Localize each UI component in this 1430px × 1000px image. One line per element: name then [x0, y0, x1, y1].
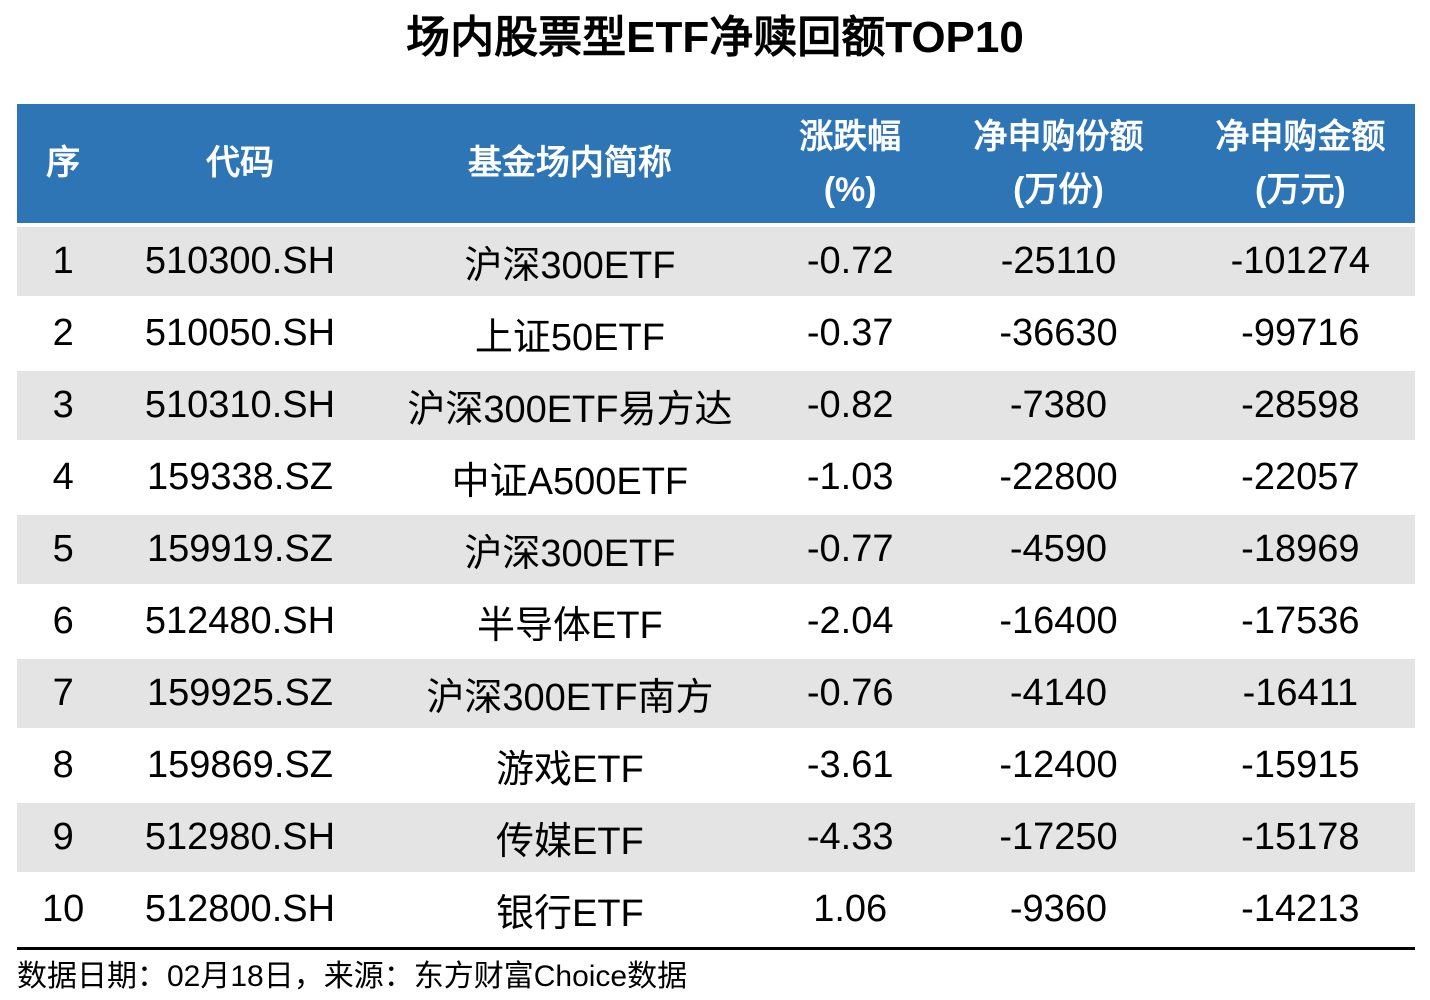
cell-seq: 3: [17, 369, 110, 443]
cell-net-amount: -18969: [1185, 513, 1415, 587]
column-header-label: 净申购份额: [973, 117, 1144, 156]
data-source-note: 数据日期：02月18日，来源：东方财富Choice数据: [17, 960, 688, 993]
cell-code: 512800.SH: [109, 873, 371, 947]
column-header-label: 基金场内简称: [467, 144, 672, 183]
cell-code: 159869.SZ: [109, 729, 371, 803]
cell-seq: 1: [17, 225, 110, 299]
column-header-unit: (万元): [1255, 170, 1346, 209]
table-row: 4 159338.SZ 中证A500ETF -1.03 -22800 -22057: [17, 441, 1415, 515]
table-header: 序 代码 基金场内简称 涨跌幅 (%) 净申购份额 (万份) 净申购金额 (万元): [17, 104, 1415, 227]
table-header-row: 序 代码 基金场内简称 涨跌幅 (%) 净申购份额 (万份) 净申购金额 (万元): [17, 104, 1415, 227]
cell-code: 159338.SZ: [109, 441, 371, 515]
cell-net-amount: -15178: [1185, 801, 1415, 875]
cell-net-shares: -16400: [931, 585, 1186, 659]
cell-change-pct: -0.76: [769, 657, 932, 731]
cell-net-shares: -4140: [931, 657, 1186, 731]
cell-fund-name: 游戏ETF: [370, 729, 770, 803]
cell-fund-name: 沪深300ETF: [370, 513, 770, 587]
cell-code: 512480.SH: [109, 585, 371, 659]
cell-net-shares: -22800: [931, 441, 1186, 515]
cell-net-shares: -4590: [931, 513, 1186, 587]
column-header-2: 基金场内简称: [370, 104, 770, 227]
cell-fund-name: 银行ETF: [370, 873, 770, 947]
cell-change-pct: -0.72: [769, 225, 932, 299]
table-row: 5 159919.SZ 沪深300ETF -0.77 -4590 -18969: [17, 513, 1415, 587]
cell-net-amount: -17536: [1185, 585, 1415, 659]
column-header-label: 序: [46, 144, 81, 183]
cell-net-amount: -15915: [1185, 729, 1415, 803]
cell-net-amount: -99716: [1185, 297, 1415, 371]
column-header-0: 序: [17, 104, 110, 227]
cell-code: 510310.SH: [109, 369, 371, 443]
table-body: 1 510300.SH 沪深300ETF -0.72 -25110 -101274 2 510…: [17, 225, 1415, 947]
cell-net-amount: -16411: [1185, 657, 1415, 731]
cell-net-amount: -22057: [1185, 441, 1415, 515]
cell-net-shares: -7380: [931, 369, 1186, 443]
cell-fund-name: 沪深300ETF易方达: [370, 369, 770, 443]
cell-code: 159925.SZ: [109, 657, 371, 731]
cell-change-pct: -0.77: [769, 513, 932, 587]
cell-net-amount: -101274: [1185, 225, 1415, 299]
cell-change-pct: -0.37: [769, 297, 932, 371]
cell-fund-name: 沪深300ETF: [370, 225, 770, 299]
cell-code: 159919.SZ: [109, 513, 371, 587]
cell-code: 512980.SH: [109, 801, 371, 875]
cell-net-shares: -17250: [931, 801, 1186, 875]
cell-seq: 6: [17, 585, 110, 659]
cell-change-pct: -3.61: [769, 729, 932, 803]
cell-change-pct: -0.82: [769, 369, 932, 443]
column-header-3: 涨跌幅 (%): [769, 104, 932, 227]
table-row: 1 510300.SH 沪深300ETF -0.72 -25110 -101274: [17, 225, 1415, 299]
cell-change-pct: 1.06: [769, 873, 932, 947]
cell-change-pct: -4.33: [769, 801, 932, 875]
column-header-unit: (万份): [1013, 170, 1104, 209]
cell-seq: 8: [17, 729, 110, 803]
column-header-1: 代码: [109, 104, 371, 227]
etf-net-redemption-table: 序 代码 基金场内简称 涨跌幅 (%) 净申购份额 (万份) 净申购金额 (万元) 1 51030…: [17, 104, 1415, 947]
cell-fund-name: 中证A500ETF: [370, 441, 770, 515]
column-header-label: 涨跌幅: [799, 117, 902, 156]
cell-code: 510050.SH: [109, 297, 371, 371]
table-row: 2 510050.SH 上证50ETF -0.37 -36630 -99716: [17, 297, 1415, 371]
cell-net-amount: -14213: [1185, 873, 1415, 947]
cell-net-shares: -36630: [931, 297, 1186, 371]
cell-code: 510300.SH: [109, 225, 371, 299]
cell-seq: 4: [17, 441, 110, 515]
cell-seq: 10: [17, 873, 110, 947]
cell-change-pct: -2.04: [769, 585, 932, 659]
column-header-unit: (%): [823, 170, 877, 209]
column-header-4: 净申购份额 (万份): [931, 104, 1186, 227]
column-header-5: 净申购金额 (万元): [1185, 104, 1415, 227]
cell-seq: 5: [17, 513, 110, 587]
table-row: 7 159925.SZ 沪深300ETF南方 -0.76 -4140 -16411: [17, 657, 1415, 731]
column-header-label: 代码: [205, 144, 274, 183]
cell-fund-name: 半导体ETF: [370, 585, 770, 659]
cell-fund-name: 沪深300ETF南方: [370, 657, 770, 731]
footer: 数据日期：02月18日，来源：东方财富Choice数据: [17, 947, 1415, 995]
table-row: 3 510310.SH 沪深300ETF易方达 -0.82 -7380 -28598: [17, 369, 1415, 443]
table-row: 10 512800.SH 银行ETF 1.06 -9360 -14213: [17, 873, 1415, 947]
cell-change-pct: -1.03: [769, 441, 932, 515]
table-row: 9 512980.SH 传媒ETF -4.33 -17250 -15178: [17, 801, 1415, 875]
page-title: 场内股票型ETF净赎回额TOP10: [406, 13, 1024, 62]
cell-net-amount: -28598: [1185, 369, 1415, 443]
cell-net-shares: -12400: [931, 729, 1186, 803]
cell-seq: 9: [17, 801, 110, 875]
cell-seq: 2: [17, 297, 110, 371]
table-row: 8 159869.SZ 游戏ETF -3.61 -12400 -15915: [17, 729, 1415, 803]
column-header-label: 净申购金额: [1215, 117, 1386, 156]
table-row: 6 512480.SH 半导体ETF -2.04 -16400 -17536: [17, 585, 1415, 659]
cell-net-shares: -9360: [931, 873, 1186, 947]
cell-fund-name: 传媒ETF: [370, 801, 770, 875]
cell-seq: 7: [17, 657, 110, 731]
cell-net-shares: -25110: [931, 225, 1186, 299]
cell-fund-name: 上证50ETF: [370, 297, 770, 371]
